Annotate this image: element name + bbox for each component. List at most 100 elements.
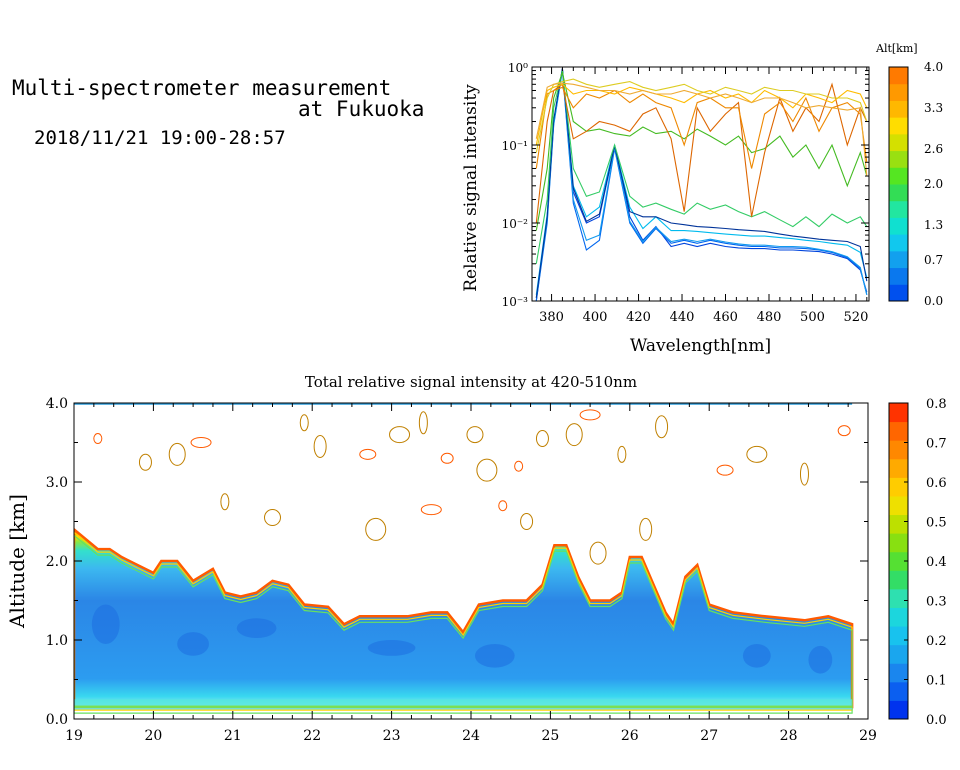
spectrum-series-7 [535,82,868,224]
colorbar-cell [889,570,908,590]
colorbar-cell [889,588,908,608]
colorbar-tick-label: 0.7 [926,437,947,452]
colorbar-cell [889,250,908,269]
colorbar-tick-label: 3.3 [924,101,943,115]
low-signal-patch [474,643,515,668]
colorbar-frame [888,66,909,302]
colorbar-cell [889,234,908,252]
colorbar-cell [889,681,908,701]
colorbar-cell [889,626,908,646]
x-tick-label: 27 [700,728,718,744]
colorbar-cell [889,200,908,218]
cloud-contour [313,434,327,458]
cloud-contour [168,442,186,466]
colorbar-cell [889,284,908,302]
low-signal-patch [91,604,120,644]
x-tick-label: 440 [670,310,695,325]
colorbar-tick-label: 0.1 [926,674,947,689]
x-axis-label: Wavelength[nm] [630,336,771,356]
x-tick-label: 380 [539,310,564,325]
cloud-contour [837,425,851,437]
x-tick-label: 22 [303,728,321,744]
colorbar-title: Alt[km] [875,42,918,55]
low-signal-patch [808,645,833,674]
colorbar-tick-label: 4.0 [924,60,943,74]
cloud-contour [190,437,212,448]
colorbar-tick-label: 0.3 [926,595,947,610]
altitude-heatmap: 19 20 21 22 23 24 25 26 27 28 29 0.0 1.0 2.0 3.0 4.0 Tot… [5,373,947,744]
cloud-contour [617,445,627,463]
low-signal-patch [236,618,277,639]
cloud-contour [799,462,809,486]
x-tick-label: 520 [844,310,869,325]
cloud-contour [138,453,152,471]
surface-band [74,699,853,710]
colorbar-cell [889,533,908,553]
x-tick-label: 26 [621,728,639,744]
cloud-contour [498,500,508,512]
y-tick-label: 2.0 [46,554,68,570]
layer-edge-ring [74,531,853,711]
boundary-layer [74,527,854,709]
cloud-contour [579,409,601,421]
spectrum-series-6 [535,70,868,231]
cloud-contour [520,513,534,530]
colorbar-cell [889,607,908,627]
colorbar-tick-label: 0.6 [926,476,947,491]
colorbar-cell [889,421,908,441]
colorbar-tick-label: 2.6 [924,142,943,156]
x-tick-label: 28 [780,728,798,744]
x-tick-label: 20 [144,728,162,744]
y-tick-label: 0.0 [46,712,68,728]
cloud-contour [299,414,309,432]
spectrum-series-5 [535,70,868,264]
colorbar-tick-label: 2.0 [924,177,943,191]
colorbar-cell [889,83,908,101]
title-line-1: Multi-spectrometer measurement [12,76,392,100]
colorbar-cell [889,100,908,118]
cloud-contour [420,504,442,516]
y-tick-label: 4.0 [46,396,68,412]
colorbar-cell [889,644,908,664]
colorbar-cell [889,514,908,534]
spectrum-series-11 [535,82,868,177]
cloud-contour [716,464,734,476]
spectrum-series-4 [535,68,868,298]
x-tick-label: 19 [65,728,83,744]
x-tick-label: 29 [859,728,877,744]
heatmap-area [74,403,854,714]
spectrum-series-0 [535,68,868,301]
cloud-contour [93,433,103,445]
title-line-2: at Fukuoka [298,97,425,121]
cloud-contour [639,517,653,541]
layer-edge-ring [74,534,853,714]
cloud-contour [565,423,583,447]
spectrum-lines [535,68,868,301]
colorbar-tick-label: 0.0 [926,713,947,728]
x-tick-label: 500 [800,310,825,325]
spectrum-series-10 [535,78,868,153]
spectrum-series-8 [535,86,868,169]
x-tick-label: 21 [224,728,242,744]
x-tick-label: 23 [383,728,401,744]
colorbar-cell [889,217,908,235]
colorbar-tick-label: 0.7 [924,253,943,267]
x-tick-label: 480 [757,310,782,325]
cloud-contour [746,445,768,463]
surface-band [74,705,853,708]
x-tick-label: 400 [583,310,608,325]
y-axis-label: Relative signal intensity [461,84,481,292]
colorbar-cell [889,663,908,683]
cloud-contour [418,411,428,435]
cloud-contour [589,541,607,565]
colorbar-tick-label: 0.8 [926,397,947,412]
colorbar-cell [889,133,908,152]
colorbar-cell [889,495,908,516]
cloud-contour [655,415,669,439]
spectrum-series-3 [535,69,868,295]
low-signal-patch [742,643,771,668]
cloud-contour [220,493,230,511]
y-tick-label: 3.0 [46,475,68,491]
y-tick-label: 10⁻² [502,217,529,231]
colorbar-tick-label: 0.0 [924,294,943,308]
